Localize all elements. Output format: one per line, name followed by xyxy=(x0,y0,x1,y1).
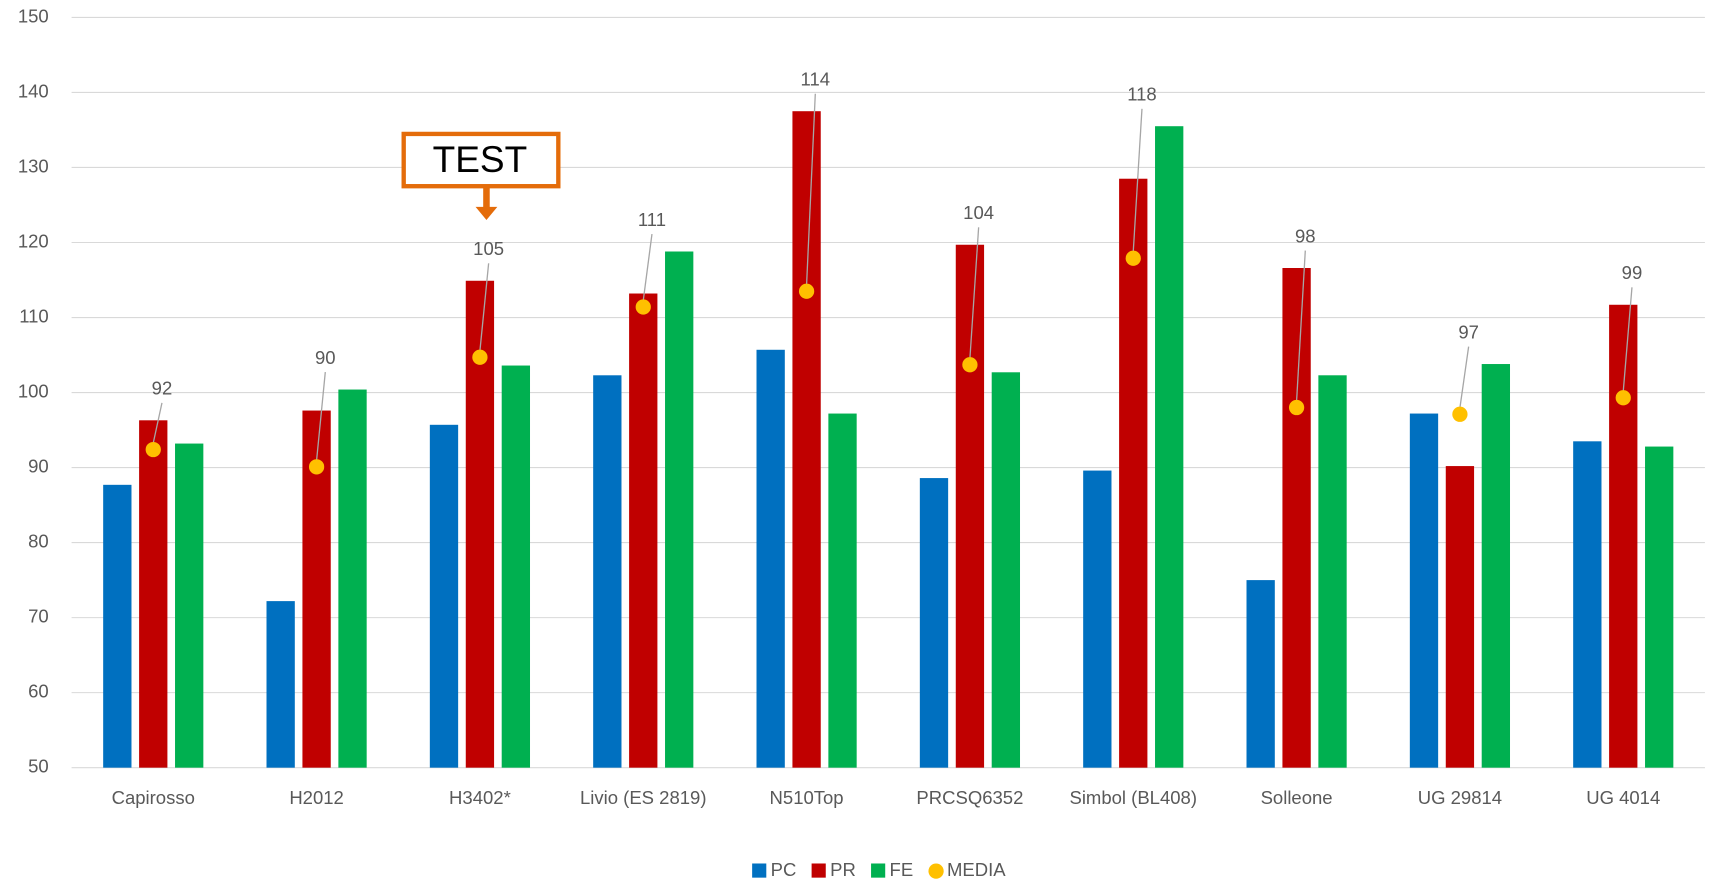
x-tick-label: Solleone xyxy=(1261,787,1333,808)
bar xyxy=(139,420,168,768)
annotation-box xyxy=(401,131,561,189)
x-tick-label: H2012 xyxy=(289,787,344,808)
legend-marker xyxy=(752,863,767,878)
bar xyxy=(1573,441,1602,768)
bar xyxy=(955,244,985,768)
leader-line xyxy=(1459,346,1470,408)
leader-line xyxy=(805,93,816,285)
y-tick-label: 60 xyxy=(28,681,49,702)
legend-marker xyxy=(928,863,944,879)
bar xyxy=(338,389,367,768)
bar xyxy=(919,478,949,768)
leader-line xyxy=(315,372,326,461)
bar xyxy=(1645,446,1674,768)
y-tick-label: 50 xyxy=(28,756,49,777)
y-tick-label: 140 xyxy=(18,80,49,101)
media-point xyxy=(962,357,978,373)
x-tick-label: Livio (ES 2819) xyxy=(580,787,706,808)
bar xyxy=(756,349,785,768)
bar xyxy=(429,424,459,768)
data-label: 118 xyxy=(1127,84,1157,105)
bar xyxy=(1119,178,1148,768)
media-point xyxy=(1288,399,1305,416)
data-label: 104 xyxy=(963,202,994,223)
bar xyxy=(1083,470,1112,768)
leader-line xyxy=(969,227,980,359)
data-label: 98 xyxy=(1295,225,1316,246)
bar xyxy=(175,443,204,768)
data-label: 90 xyxy=(315,347,336,368)
data-label: 99 xyxy=(1622,262,1643,283)
legend-label: PC xyxy=(771,859,797,880)
bar xyxy=(1481,364,1511,768)
bar xyxy=(828,413,857,768)
bar xyxy=(792,111,821,768)
bar xyxy=(501,365,531,768)
bar xyxy=(665,251,694,768)
x-tick-label: N510Top xyxy=(770,787,844,808)
y-tick-label: 90 xyxy=(28,455,49,476)
y-tick-label: 80 xyxy=(28,530,49,551)
media-point xyxy=(472,349,488,365)
x-tick-label: Simbol (BL408) xyxy=(1069,787,1197,808)
y-tick-label: 70 xyxy=(28,606,49,627)
data-label: 97 xyxy=(1458,321,1479,342)
bar xyxy=(593,375,622,768)
legend-label: MEDIA xyxy=(947,859,1006,880)
bar xyxy=(1246,580,1275,768)
leader-line xyxy=(642,233,653,301)
y-tick-label: 120 xyxy=(18,230,49,251)
annotation-text: TEST xyxy=(433,138,528,180)
bar xyxy=(1155,126,1184,768)
bar xyxy=(103,484,132,768)
bar xyxy=(1409,413,1439,768)
bar xyxy=(266,601,295,768)
legend-marker xyxy=(871,863,886,878)
bar xyxy=(1318,375,1347,768)
leader-line xyxy=(479,263,490,351)
bar xyxy=(1282,268,1311,768)
annotation-arrow-head xyxy=(475,206,498,220)
y-tick-label: 150 xyxy=(18,5,49,26)
x-tick-label: PRCSQ6352 xyxy=(916,787,1023,808)
data-label: 111 xyxy=(638,209,666,230)
bar xyxy=(1445,466,1475,768)
media-point xyxy=(1125,250,1141,266)
media-point xyxy=(635,299,651,315)
leader-line xyxy=(1622,287,1633,392)
legend-label: FE xyxy=(890,859,914,880)
x-tick-label: UG 4014 xyxy=(1586,787,1660,808)
y-tick-label: 100 xyxy=(18,380,49,401)
leader-line xyxy=(152,402,163,444)
bar xyxy=(629,293,658,768)
media-point xyxy=(1615,390,1631,406)
legend-label: PR xyxy=(830,859,856,880)
bar xyxy=(1609,304,1638,768)
data-label: 105 xyxy=(473,238,504,259)
legend-marker xyxy=(811,863,826,878)
x-tick-label: UG 29814 xyxy=(1418,787,1502,808)
bar xyxy=(991,372,1021,768)
data-label: 114 xyxy=(801,69,831,90)
media-point xyxy=(308,459,325,475)
y-tick-label: 110 xyxy=(19,305,49,326)
x-tick-label: H3402* xyxy=(449,787,511,808)
media-point xyxy=(1452,406,1468,422)
annotation-arrow-stem xyxy=(483,187,490,210)
data-label: 92 xyxy=(152,378,173,399)
media-point xyxy=(145,441,161,458)
y-tick-label: 130 xyxy=(18,155,49,176)
media-point xyxy=(798,283,815,299)
x-tick-label: Capirosso xyxy=(112,787,195,808)
leader-line xyxy=(1132,108,1143,252)
leader-line xyxy=(1295,250,1306,402)
